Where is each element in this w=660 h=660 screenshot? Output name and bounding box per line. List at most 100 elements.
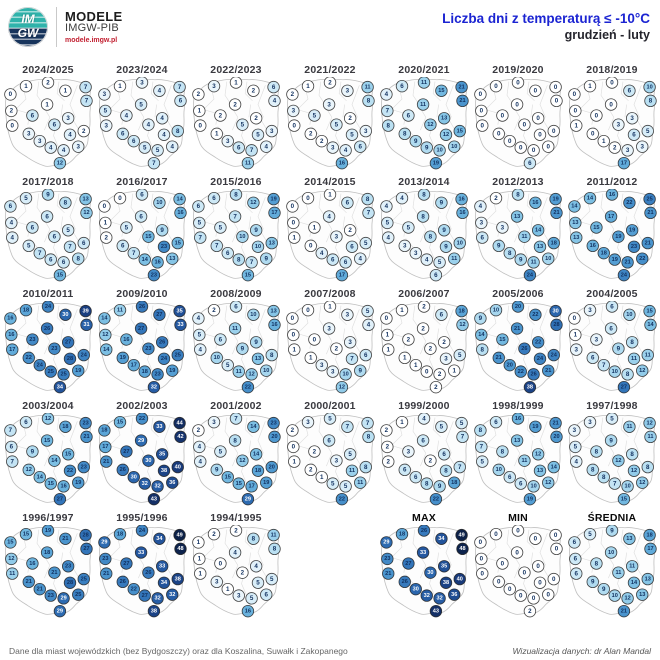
- svg-text:9: 9: [215, 467, 219, 474]
- city-value-marker-zakopane: 22: [335, 492, 349, 506]
- city-value-marker-wrocaw: 16: [586, 239, 599, 253]
- svg-text:5: 5: [198, 220, 202, 227]
- city-value-marker-zakopane: 24: [523, 268, 537, 282]
- city-value-marker-opole: 8: [503, 246, 516, 260]
- city-value-marker-suwaki: 13: [267, 304, 280, 318]
- city-value-marker-szczecin: 4: [380, 200, 393, 213]
- city-value-marker-katowice: 4: [44, 141, 57, 154]
- city-value-marker-gdask: 4: [417, 413, 431, 425]
- svg-text:2: 2: [407, 336, 411, 343]
- season-map-title: 2000/2001: [304, 400, 356, 412]
- svg-text:23: 23: [102, 556, 108, 562]
- city-value-marker-olsztyn: 0: [529, 532, 542, 545]
- city-value-marker-zielonagra: 0: [476, 567, 489, 580]
- city-value-marker-opole: 3: [221, 134, 234, 148]
- svg-text:4: 4: [233, 549, 237, 556]
- svg-text:19: 19: [75, 368, 81, 374]
- svg-text:19: 19: [270, 196, 276, 202]
- svg-text:16: 16: [60, 484, 66, 490]
- city-value-marker-biaystok: 17: [268, 206, 281, 220]
- voivodeship-border: [633, 533, 642, 566]
- city-value-marker-katowice: 15: [44, 477, 57, 490]
- svg-text:8: 8: [421, 213, 425, 220]
- svg-text:7: 7: [84, 84, 88, 91]
- svg-text:32: 32: [436, 596, 442, 602]
- city-value-marker-szczecin: 0: [286, 200, 299, 213]
- city-value-marker-d: 15: [142, 230, 155, 243]
- svg-text:9: 9: [497, 243, 501, 250]
- city-value-marker-kielce: 11: [345, 464, 359, 477]
- city-value-marker-toru: 8: [416, 210, 430, 223]
- city-value-marker-warszawa: 2: [343, 112, 357, 125]
- svg-text:17: 17: [248, 484, 254, 490]
- svg-text:17: 17: [647, 546, 653, 552]
- city-value-marker-wrocaw: 10: [210, 351, 223, 365]
- city-value-marker-gorzwwlkp: 0: [475, 104, 488, 118]
- svg-text:4: 4: [68, 132, 72, 139]
- svg-text:7: 7: [386, 108, 390, 115]
- svg-text:0: 0: [552, 576, 556, 583]
- svg-text:7: 7: [199, 234, 203, 241]
- voivodeship-border: [150, 81, 159, 102]
- poland-outline: [193, 526, 279, 615]
- city-value-marker-kielce: 23: [627, 240, 641, 253]
- city-value-marker-pozna: 3: [496, 221, 509, 234]
- svg-text:6: 6: [132, 138, 136, 145]
- city-value-marker-opole: 14: [33, 470, 46, 484]
- city-value-marker-suwaki: 44: [173, 416, 186, 430]
- svg-text:8: 8: [501, 448, 505, 455]
- voivodeship-border: [44, 108, 51, 131]
- voivodeship-border: [526, 417, 535, 438]
- city-value-marker-lublin: 8: [641, 460, 654, 474]
- svg-text:2: 2: [241, 569, 245, 576]
- city-value-marker-zielonagra: 4: [6, 231, 19, 244]
- svg-text:2: 2: [429, 345, 433, 352]
- svg-text:20: 20: [269, 464, 275, 470]
- city-value-marker-gorzwwlkp: 5: [569, 440, 582, 454]
- city-value-marker-warszawa: 0: [531, 112, 545, 125]
- svg-text:6: 6: [219, 336, 223, 343]
- brand-url[interactable]: modele.imgw.pl: [65, 36, 118, 44]
- city-value-marker-lublin: 40: [171, 460, 184, 474]
- svg-text:8: 8: [233, 437, 237, 444]
- city-value-marker-suwaki: 6: [267, 80, 280, 94]
- city-value-marker-zakopane: 11: [241, 156, 255, 170]
- city-value-marker-suwaki: 39: [79, 304, 92, 318]
- city-value-marker-rzeszw: 19: [166, 364, 179, 377]
- city-value-marker-olsztyn: 11: [623, 420, 636, 433]
- city-value-marker-olsztyn: 18: [59, 420, 72, 433]
- svg-text:3: 3: [212, 419, 216, 426]
- voivodeship-border: [232, 220, 239, 243]
- svg-text:0: 0: [480, 108, 484, 115]
- svg-text:0: 0: [385, 315, 389, 322]
- city-value-marker-zielonagra: 4: [194, 455, 207, 468]
- svg-text:27: 27: [65, 340, 71, 346]
- svg-text:2: 2: [252, 88, 256, 95]
- city-value-marker-opole: 22: [127, 582, 140, 596]
- city-value-marker-szczecin: 0: [474, 88, 487, 101]
- voivodeship-border: [60, 216, 63, 230]
- svg-text:7: 7: [68, 244, 72, 251]
- svg-text:3: 3: [348, 339, 352, 346]
- city-value-marker-suwaki: 11: [361, 80, 374, 94]
- svg-text:6: 6: [574, 556, 578, 563]
- city-value-marker-pozna: 27: [120, 445, 133, 458]
- svg-text:10: 10: [496, 467, 502, 473]
- poland-outline: [99, 526, 185, 615]
- svg-text:4: 4: [425, 256, 429, 263]
- svg-text:10: 10: [255, 244, 261, 250]
- city-value-marker-suwaki: 23: [79, 416, 92, 430]
- svg-text:15: 15: [117, 419, 123, 425]
- svg-text:9: 9: [254, 339, 258, 346]
- svg-text:27: 27: [142, 593, 148, 599]
- city-value-marker-d: 2: [424, 454, 437, 467]
- svg-text:0: 0: [555, 98, 559, 105]
- season-map-title: 2023/2024: [116, 64, 168, 76]
- city-value-marker-katowice: 10: [608, 589, 621, 602]
- season-map-cell: 2004/2005 0 3 6 10 15 14 1 6 3 8 3 9 11 6 7 10 8 11 12 27: [565, 288, 659, 400]
- city-value-marker-krakw: 12: [621, 592, 634, 605]
- svg-text:19: 19: [612, 257, 618, 263]
